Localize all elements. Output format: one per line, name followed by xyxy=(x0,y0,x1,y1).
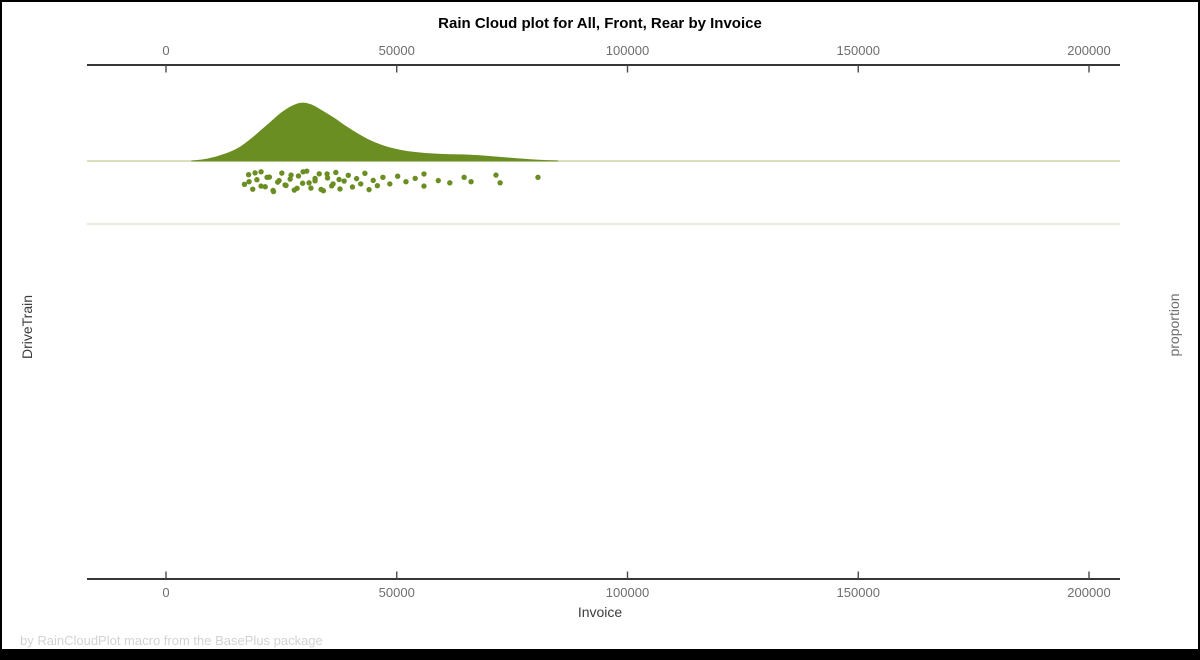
rain-points xyxy=(241,168,541,195)
rain-point xyxy=(300,169,306,175)
rain-point xyxy=(370,177,376,184)
rain-point xyxy=(308,185,314,191)
rain-point xyxy=(258,169,264,175)
rain-point xyxy=(306,180,312,186)
rain-point xyxy=(254,177,260,183)
rain-point xyxy=(279,170,285,176)
top-x-axis-tick-label: 100000 xyxy=(606,43,649,58)
rain-point xyxy=(497,180,503,186)
rain-point xyxy=(366,186,372,193)
top-x-axis-tick-label: 200000 xyxy=(1067,43,1110,58)
chart-title: Rain Cloud plot for All, Front, Rear by … xyxy=(438,15,762,32)
rain-point xyxy=(288,172,294,178)
rain-point xyxy=(353,175,360,182)
rain-point xyxy=(403,179,409,185)
rain-point xyxy=(468,179,474,185)
rain-point xyxy=(295,173,302,179)
rain-point xyxy=(299,180,306,186)
rain-point xyxy=(252,170,258,176)
rain-point xyxy=(324,171,330,177)
footer-note: by RainCloudPlot macro from the BasePlus… xyxy=(20,633,323,648)
top-x-axis-tick-label: 150000 xyxy=(837,43,880,58)
rain-point xyxy=(435,177,441,184)
rain-point xyxy=(250,186,256,192)
rain-point xyxy=(394,173,401,179)
rain-point xyxy=(270,187,276,194)
rain-point xyxy=(324,175,331,181)
rain-point xyxy=(535,174,541,180)
rain-point xyxy=(421,171,427,177)
rain-point xyxy=(258,183,264,189)
rain-point xyxy=(246,179,252,185)
rain-point xyxy=(330,181,336,187)
rain-point xyxy=(312,175,318,182)
top-x-axis-tick-label: 50000 xyxy=(379,43,415,58)
top-x-axis-tick-label: 0 xyxy=(162,43,169,58)
rain-point xyxy=(421,183,427,189)
bottom-bar xyxy=(2,649,1198,658)
x-axis-label: Invoice xyxy=(577,604,623,620)
rain-point xyxy=(333,169,339,176)
rain-point xyxy=(282,182,288,188)
bottom-x-axis-tick-label: 100000 xyxy=(606,585,649,600)
rain-point xyxy=(358,181,364,187)
rain-point xyxy=(341,178,347,184)
rain-point xyxy=(337,186,343,192)
rain-point xyxy=(245,171,252,178)
rain-point xyxy=(345,172,351,179)
rain-point xyxy=(412,175,418,182)
rain-point xyxy=(380,174,386,180)
rain-point xyxy=(374,182,381,189)
rain-point xyxy=(447,180,453,186)
panel-all xyxy=(87,102,1120,225)
bottom-x-axis-tick-label: 50000 xyxy=(379,585,415,600)
rain-point xyxy=(461,174,467,180)
rain-point xyxy=(262,184,268,190)
y-axis-label-right: proportion xyxy=(1166,293,1182,357)
rain-point xyxy=(318,186,324,193)
bottom-x-axis-tick-label: 150000 xyxy=(837,585,880,600)
rain-point xyxy=(241,181,248,188)
rain-point xyxy=(276,177,282,184)
y-axis-label-left: DriveTrain xyxy=(19,294,35,360)
rain-point xyxy=(264,174,270,180)
rain-point xyxy=(316,171,322,177)
density-cloud xyxy=(191,102,559,162)
bottom-x-axis-tick-label: 200000 xyxy=(1067,585,1110,600)
rain-point xyxy=(362,170,368,177)
rain-point xyxy=(349,184,356,190)
rain-point xyxy=(493,172,499,178)
rain-point xyxy=(387,181,393,187)
rain-point xyxy=(294,185,300,191)
bottom-x-axis-tick-label: 0 xyxy=(162,585,169,600)
rain-point xyxy=(336,176,342,183)
